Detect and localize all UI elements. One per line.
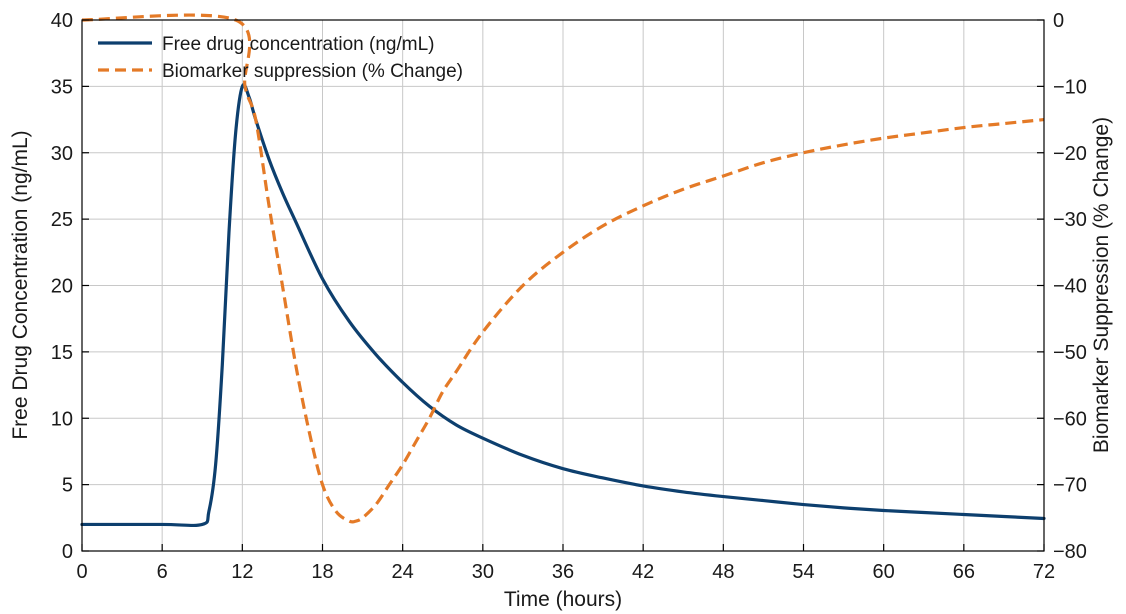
x-axis-title: Time (hours) (504, 588, 622, 611)
series-line-free-drug (80, 83, 1046, 528)
x-tick-label: 18 (311, 561, 333, 583)
y-right-tick-label: −30 (1053, 209, 1087, 231)
y-right-tick-label: −60 (1053, 408, 1087, 430)
x-tick-label: 48 (712, 561, 734, 583)
x-tick-label: 72 (1033, 561, 1055, 583)
y-left-tick-label: 30 (51, 143, 73, 165)
tick-layer: 0 6 12 18 24 30 36 42 48 54 60 66 72 0 5 10 15 20 25 30 35 40… (51, 10, 1087, 583)
y-left-tick-label: 0 (62, 541, 73, 563)
y-left-tick-label: 5 (62, 475, 73, 497)
y-axis-left-title: Free Drug Concentration (ng/mL) (9, 130, 32, 439)
x-tick-label: 6 (157, 561, 168, 583)
x-tick-label: 36 (552, 561, 574, 583)
x-tick-label: 66 (953, 561, 975, 583)
x-tick-label: 24 (392, 561, 414, 583)
y-left-tick-label: 25 (51, 209, 73, 231)
y-left-tick-label: 40 (51, 10, 73, 32)
x-tick-label: 30 (472, 561, 494, 583)
y-left-tick-label: 15 (51, 342, 73, 364)
x-tick-label: 42 (632, 561, 654, 583)
y-right-tick-label: −20 (1053, 143, 1087, 165)
y-right-tick-label: −80 (1053, 541, 1087, 563)
y-right-tick-label: −40 (1053, 276, 1087, 298)
y-left-tick-label: 35 (51, 76, 73, 98)
y-axis-right-title: Biomarker Suppression (% Change) (1090, 117, 1113, 453)
legend-label-free-drug: Free drug concentration (ng/mL) (162, 34, 434, 55)
x-tick-label: 12 (231, 561, 253, 583)
y-left-tick-label: 10 (51, 408, 73, 430)
y-right-tick-label: −70 (1053, 475, 1087, 497)
y-right-tick-label: −50 (1053, 342, 1087, 364)
x-tick-label: 54 (792, 561, 814, 583)
y-left-tick-label: 20 (51, 276, 73, 298)
x-tick-label: 60 (873, 561, 895, 583)
series-layer (80, 13, 1046, 528)
y-right-tick-label: −10 (1053, 76, 1087, 98)
legend: Free drug concentration (ng/mL) Biomarke… (98, 34, 463, 82)
grid (82, 20, 1044, 551)
legend-label-biomarker: Biomarker suppression (% Change) (162, 61, 463, 82)
series-line-biomarker (81, 13, 1045, 524)
y-right-tick-label: 0 (1053, 10, 1064, 32)
x-tick-label: 0 (76, 561, 87, 583)
